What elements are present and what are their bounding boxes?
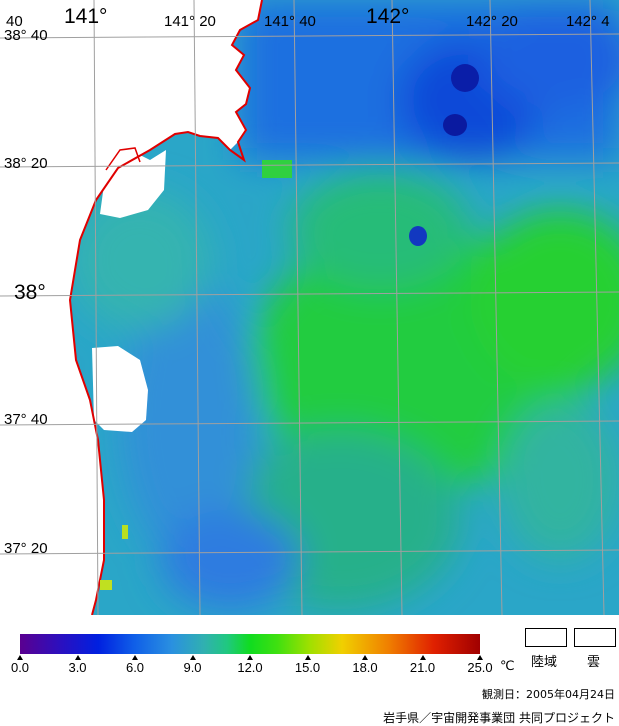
lon-label: 142° 20	[466, 13, 518, 30]
map-svg	[0, 0, 619, 616]
temperature-color-scale	[20, 634, 480, 654]
lon-label: 141°	[64, 5, 108, 28]
lat-label: 38°	[14, 281, 46, 304]
scale-tick-label: 25.0	[467, 660, 493, 675]
temperature-field	[70, 0, 619, 610]
lon-label: 141° 20	[164, 13, 216, 30]
scale-tick-label: 0.0	[10, 660, 30, 675]
unit-label: ℃	[500, 659, 515, 674]
land-key-label: 陸域	[531, 655, 558, 670]
scale-tick	[247, 655, 253, 660]
lat-label: 38° 40	[4, 27, 48, 44]
lon-label: 141° 40	[264, 13, 316, 30]
cloud-patch-1	[100, 150, 166, 218]
cloud-key-swatch	[574, 628, 616, 647]
scale-tick-label: 15.0	[294, 660, 321, 675]
scale-tick	[477, 655, 483, 660]
credit-text: 岩手県／宇宙開発事業団 共同プロジェクト	[383, 711, 615, 725]
scale-tick-label: 18.0	[352, 660, 378, 675]
scale-tick	[17, 655, 23, 660]
scale-tick-label: 21.0	[409, 660, 436, 675]
cloud-patch-2	[92, 346, 148, 432]
lon-label: 40	[6, 13, 23, 30]
coastline	[68, 0, 263, 616]
scale-tick-label: 6.0	[125, 660, 145, 675]
scale-tick-label: 9.0	[183, 660, 202, 675]
sea-surface-temperature-map: 40 141° 141° 20 141° 40 142° 142° 20 142…	[0, 0, 619, 616]
scale-tick	[132, 655, 138, 660]
scale-tick-label: 3.0	[68, 660, 87, 675]
lat-label: 38° 20	[4, 155, 48, 172]
observation-date: 観測日：2005年04月24日	[482, 688, 615, 701]
cloud-key-label: 雲	[587, 655, 601, 670]
lon-label: 142°	[366, 5, 410, 28]
lat-label: 37° 20	[4, 540, 48, 557]
scale-tick	[189, 655, 196, 660]
scale-tick	[304, 655, 311, 660]
scale-tick	[419, 655, 426, 660]
scale-tick-label: 12.0	[237, 660, 263, 675]
scale-tick	[362, 655, 368, 660]
lat-label: 37° 40	[4, 411, 48, 428]
graticule	[0, 0, 619, 616]
lon-label: 142° 4	[566, 13, 610, 30]
scale-tick	[74, 655, 81, 660]
land-key-swatch	[525, 628, 567, 647]
land-mainland	[0, 0, 262, 615]
